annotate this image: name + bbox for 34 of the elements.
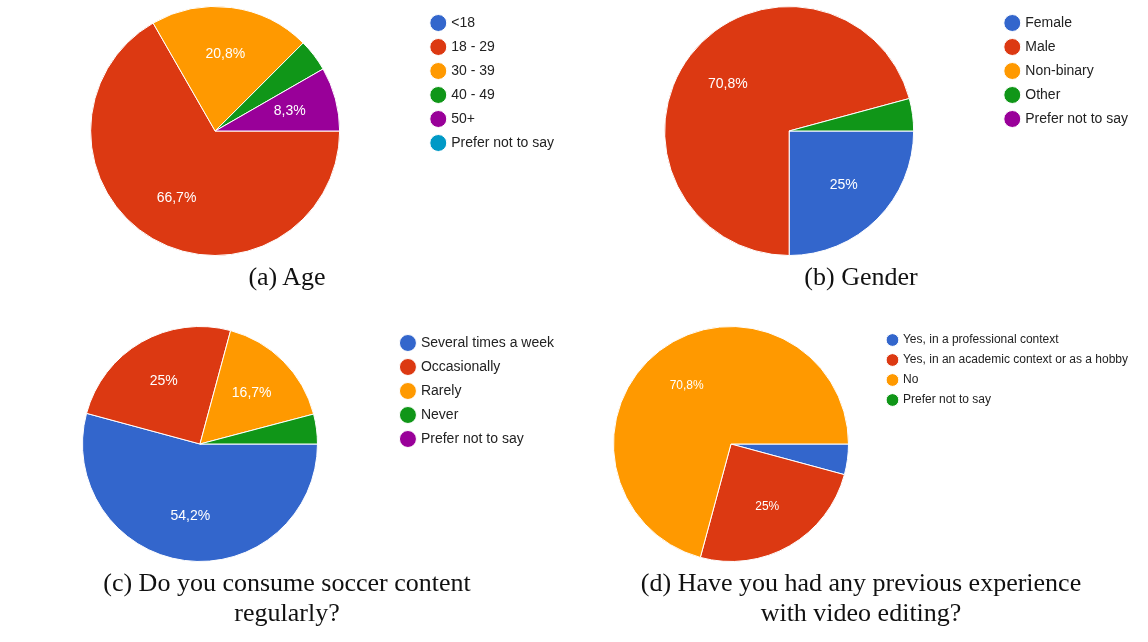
- data-label: 66,7%: [156, 188, 197, 205]
- data-label: 25%: [829, 176, 858, 193]
- legend-label: Never: [420, 405, 459, 422]
- text: (b) Gender: [803, 262, 919, 292]
- data-label: 8,3%: [273, 101, 306, 118]
- data-label: 20,8%: [205, 45, 246, 62]
- text: (c) Do you consume soccer content regularly?: [102, 568, 472, 628]
- legend-label: No: [902, 372, 919, 387]
- legend-label: 30 - 39: [451, 61, 496, 78]
- legend-label: 18 - 29: [451, 37, 496, 54]
- legend-label: Male: [1025, 37, 1056, 54]
- data-label: 16,7%: [231, 383, 272, 400]
- data-label: 25%: [755, 499, 780, 514]
- legend-label: Occasionally: [420, 357, 501, 374]
- legend-label: Other: [1025, 85, 1061, 102]
- data-label: 25%: [149, 371, 178, 388]
- legend-label: Prefer not to say: [902, 392, 992, 407]
- legend-label: Female: [1025, 13, 1073, 30]
- text: (a) Age: [247, 262, 327, 292]
- data-label: 54,2%: [170, 507, 211, 524]
- legend-label: 50+: [451, 109, 476, 126]
- legend-label: Yes, in an academic context or as a hobby: [902, 352, 1128, 367]
- data-label: 70,8%: [669, 378, 705, 393]
- legend-label: 40 - 49: [451, 85, 496, 102]
- data-label: 70,8%: [708, 74, 748, 91]
- legend-label: Rarely: [420, 381, 462, 398]
- legend-label: Several times a week: [420, 333, 555, 350]
- legend-label: Prefer not to say: [420, 429, 524, 446]
- legend-label: Non-binary: [1025, 61, 1094, 78]
- legend-label: Prefer not to say: [451, 133, 554, 150]
- legend-label: Prefer not to say: [1025, 109, 1128, 126]
- legend-label: <18: [451, 13, 476, 30]
- text: (d) Have you had any previous experience with video editing?: [639, 568, 1083, 628]
- legend-label: Yes, in a professional context: [902, 332, 1060, 347]
